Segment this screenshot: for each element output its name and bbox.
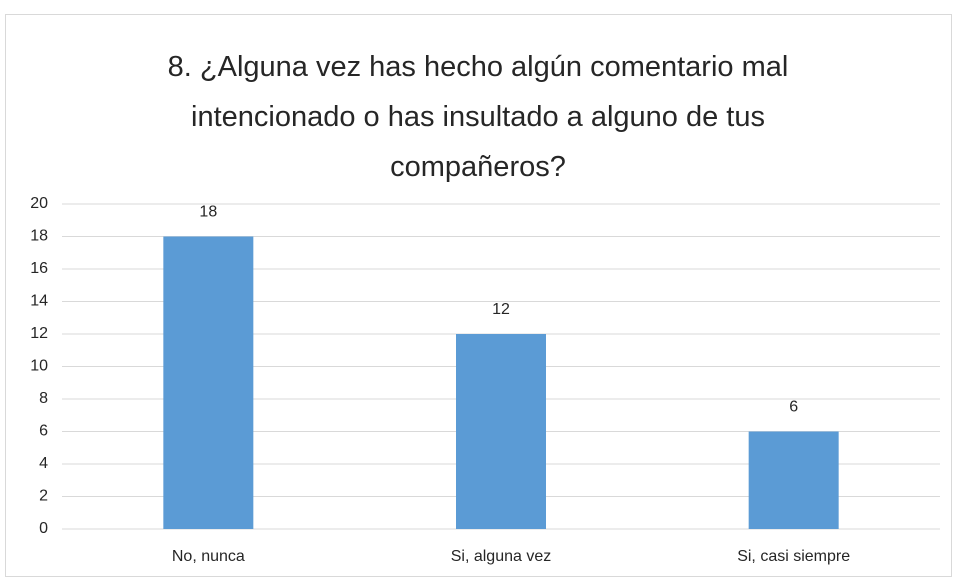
y-tick-label: 8: [39, 390, 48, 407]
y-tick-label: 16: [30, 260, 48, 277]
data-label: 12: [492, 301, 510, 318]
chart-title: 8. ¿Alguna vez has hecho algún comentari…: [167, 51, 789, 183]
y-tick-label: 2: [39, 488, 48, 505]
y-tick-label: 4: [39, 455, 48, 472]
x-tick-label: Si, alguna vez: [451, 548, 552, 565]
y-tick-label: 10: [30, 358, 48, 375]
x-tick-label: Si, casi siempre: [737, 548, 850, 565]
chart-border: [5, 14, 952, 577]
data-label: 18: [199, 204, 217, 221]
x-tick-label: No, nunca: [172, 548, 245, 565]
y-tick-label: 0: [39, 520, 48, 537]
y-tick-label: 18: [30, 228, 48, 245]
y-tick-label: 6: [39, 423, 48, 440]
bar: [748, 431, 839, 529]
data-label: 6: [789, 399, 798, 416]
y-tick-label: 12: [30, 325, 48, 342]
bar: [163, 236, 254, 529]
y-tick-label: 20: [30, 195, 48, 212]
bar: [456, 334, 546, 529]
y-tick-label: 14: [30, 293, 48, 310]
